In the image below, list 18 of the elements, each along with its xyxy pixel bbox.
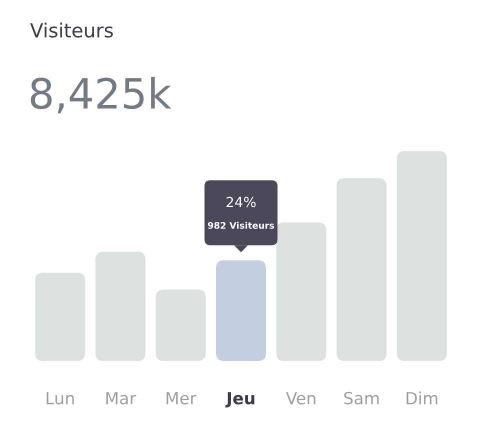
x-tick-label: Jeu [225,392,254,408]
x-tick-label: Mar [106,392,136,404]
x-tick-label: Lun [46,392,74,404]
x-tick-label: Ven [286,392,316,404]
bar [95,252,146,361]
bar [336,178,387,361]
bar [276,222,326,361]
bar [216,260,266,361]
x-tick-label: Sam [344,392,379,404]
bar [156,290,206,361]
chart-title: Visiteurs [30,22,113,38]
bar [396,151,447,361]
x-tick-label: Mer [166,392,196,404]
annotation: 982 Visiteurs [208,222,274,229]
x-tick-label: Dim [406,392,438,404]
bar [35,272,86,361]
annotation: 24% [226,196,256,208]
chart-subtitle: 8,425k [30,76,172,114]
